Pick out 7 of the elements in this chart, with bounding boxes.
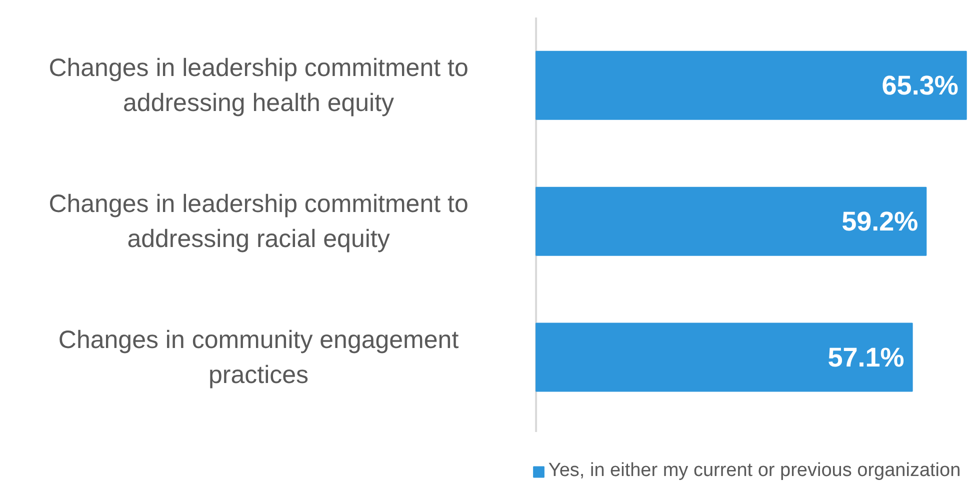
y-tick-label: Changes in leadership commitment to addressing health equity — [48, 54, 468, 117]
y-tick-label: Changes in community engagement practices — [58, 326, 459, 389]
data-label: 59.2% — [842, 206, 918, 236]
data-label: 57.1% — [828, 342, 904, 372]
y-tick-label: Changes in leadership commitment to addressing racial equity — [48, 190, 468, 253]
legend-label: Yes, in either my current or previous organization — [548, 460, 961, 482]
data-label: 65.3% — [882, 70, 958, 100]
